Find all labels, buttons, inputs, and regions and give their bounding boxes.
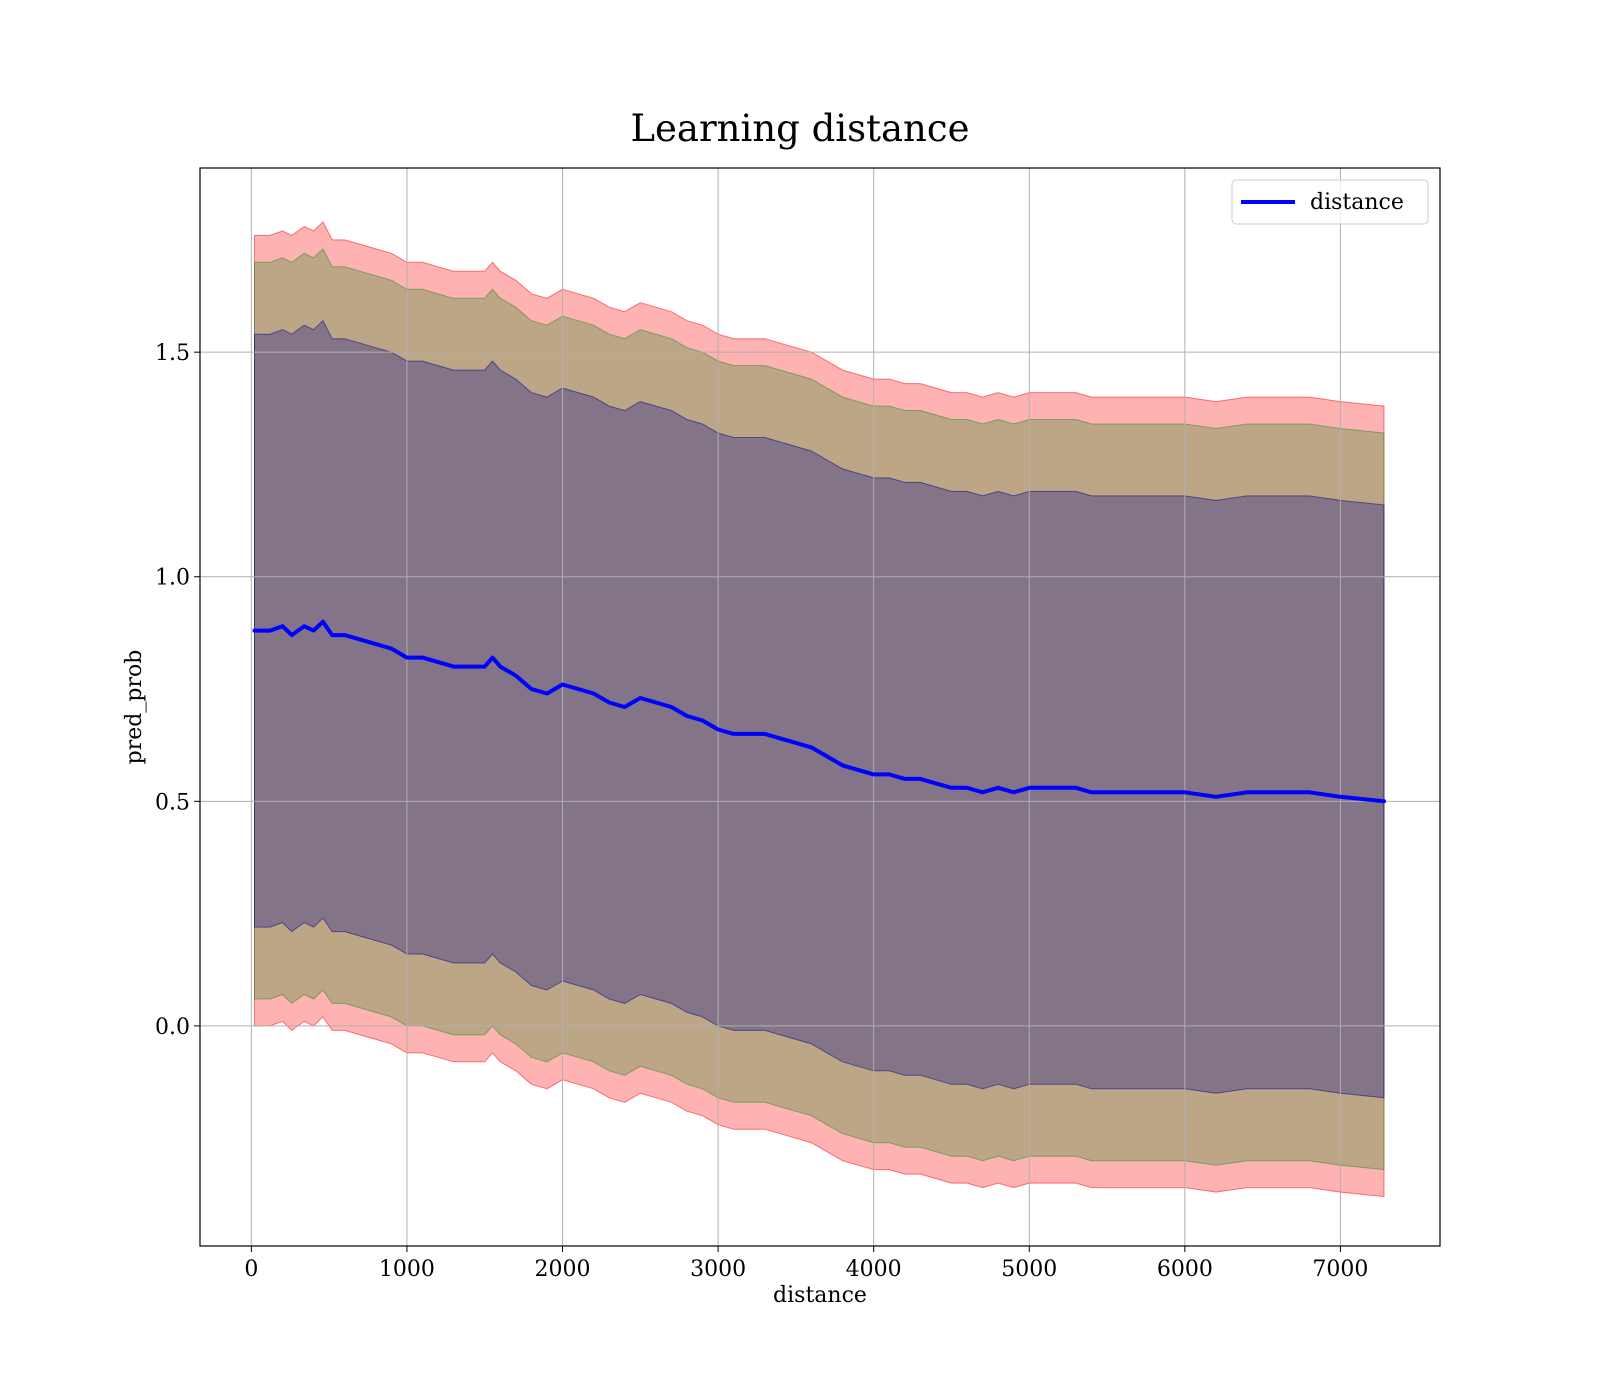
- x-tick-label-7000: 7000: [1312, 1257, 1368, 1282]
- plot-frame: [199, 167, 1441, 1247]
- x-axis-label: distance: [773, 1283, 867, 1308]
- x-tick-label-1000: 1000: [379, 1257, 435, 1282]
- confidence-bands: [254, 221, 1385, 1198]
- y-axis-label: pred_prob: [122, 650, 147, 765]
- y-tick-label-0.0: 0.0: [155, 1015, 190, 1040]
- gridlines: [200, 168, 1440, 1246]
- y-tick-label-1.5: 1.5: [155, 341, 190, 366]
- x-tick-label-6000: 6000: [1157, 1257, 1213, 1282]
- y-axis-ticks: 0.0 0.5 1.0 1.5: [155, 341, 200, 1040]
- x-tick-label-4000: 4000: [846, 1257, 902, 1282]
- legend: distance: [1231, 179, 1429, 225]
- x-tick-label-0: 0: [244, 1257, 258, 1282]
- series-line-distance: [252, 619, 1386, 804]
- series-lines: [252, 619, 1386, 804]
- x-tick-label-3000: 3000: [690, 1257, 746, 1282]
- y-tick-label-1.0: 1.0: [155, 566, 190, 591]
- x-tick-label-5000: 5000: [1001, 1257, 1057, 1282]
- legend-box: [1231, 179, 1429, 225]
- x-axis-ticks: 0 1000 2000 3000 4000 5000 6000 7000: [244, 1246, 1368, 1282]
- y-tick-label-0.5: 0.5: [155, 790, 190, 815]
- x-tick-label-2000: 2000: [535, 1257, 591, 1282]
- chart-title: Learning distance: [630, 107, 969, 150]
- legend-label-distance: distance: [1310, 190, 1404, 215]
